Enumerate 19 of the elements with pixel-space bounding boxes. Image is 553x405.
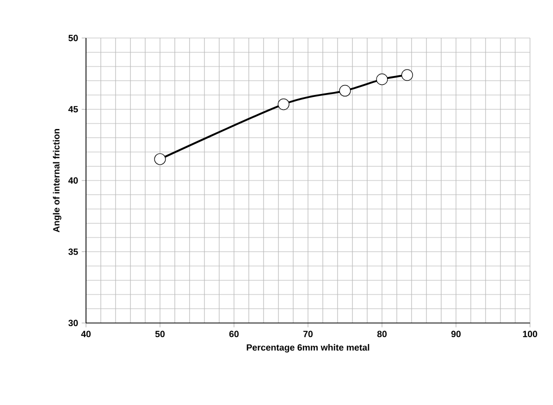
x-axis-title: Percentage 6mm white metal bbox=[246, 344, 370, 352]
y-tick-label: 30 bbox=[68, 320, 78, 326]
point bbox=[376, 74, 388, 86]
x-tick-label: 60 bbox=[229, 330, 239, 338]
y-tick-label: 40 bbox=[68, 177, 78, 184]
y-tick-label: 45 bbox=[68, 106, 78, 112]
point bbox=[401, 69, 413, 81]
y-tick-label: 35 bbox=[68, 248, 78, 255]
x-tick-label: 50 bbox=[155, 330, 165, 338]
x-tick-label: 70 bbox=[303, 330, 313, 338]
x-tick-label: 100 bbox=[523, 330, 538, 338]
x-tick-label: 90 bbox=[451, 330, 461, 338]
point bbox=[154, 153, 166, 165]
x-tick-label: 40 bbox=[81, 330, 91, 338]
point bbox=[278, 98, 290, 110]
point bbox=[339, 84, 351, 97]
x-tick-label: 80 bbox=[377, 330, 387, 338]
y-tick-label: 50 bbox=[68, 34, 78, 42]
y-axis-title: Angle of internal friction bbox=[52, 129, 62, 232]
